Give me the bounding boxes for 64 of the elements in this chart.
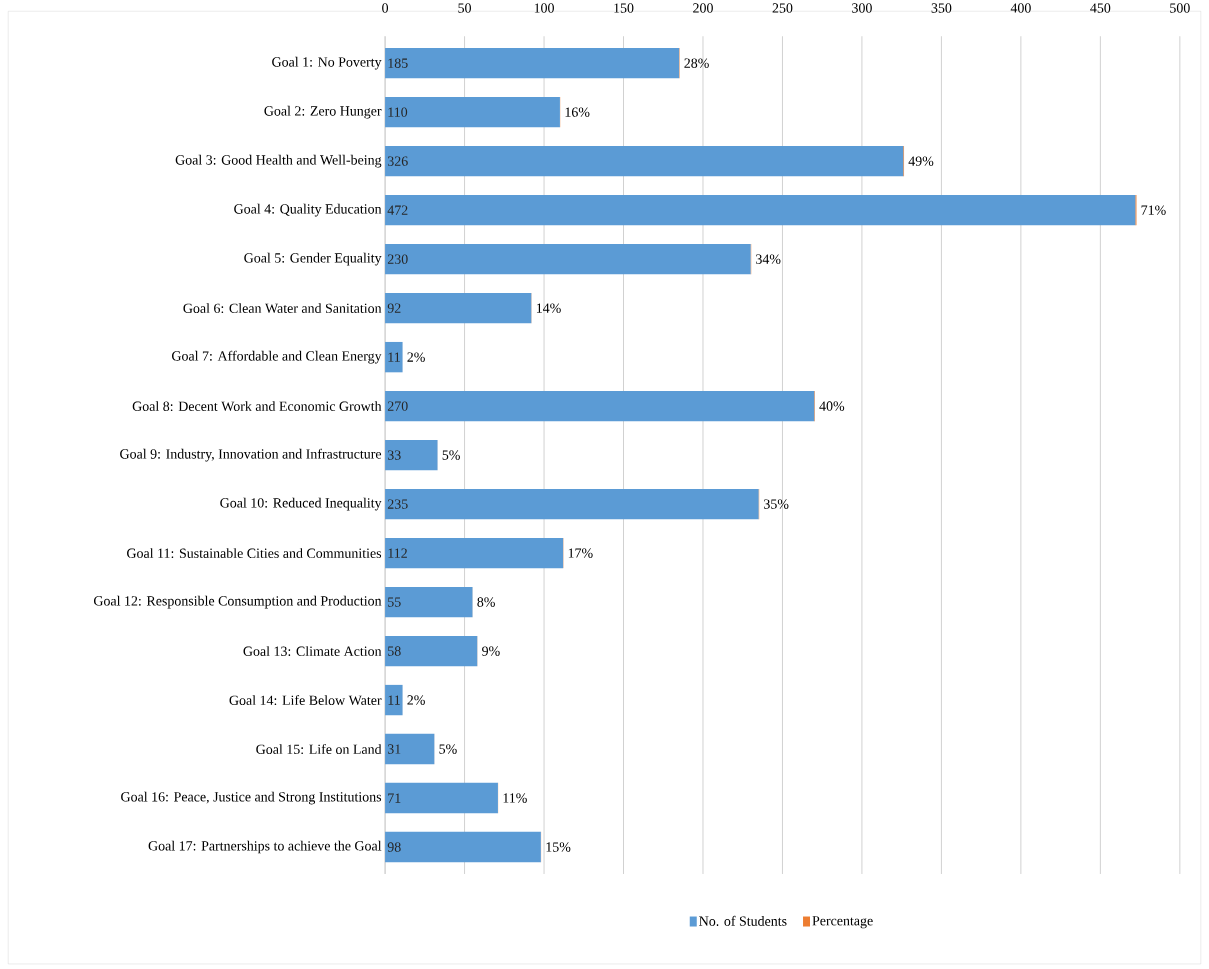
data-label: 34% bbox=[756, 254, 781, 264]
legend-label: Percentage bbox=[812, 916, 873, 929]
x-tick-label: 200 bbox=[693, 3, 713, 13]
data-label: 17% bbox=[568, 548, 593, 558]
data-label: 8% bbox=[477, 597, 495, 607]
y-tick-label: Goal 12: Responsible Consumption and Production bbox=[93, 595, 382, 609]
data-label: 2% bbox=[407, 352, 425, 362]
data-label: 472 bbox=[387, 205, 408, 215]
y-tick-label: Goal 5: Gender Equality bbox=[244, 252, 382, 266]
data-label: 31 bbox=[387, 744, 401, 754]
data-label: 40% bbox=[819, 401, 845, 411]
x-tick-label: 450 bbox=[1090, 3, 1111, 13]
data-label: 14% bbox=[536, 303, 561, 313]
data-label: 71 bbox=[388, 793, 401, 803]
data-label: 58 bbox=[388, 646, 401, 656]
y-tick-label: Goal 2: Zero Hunger bbox=[264, 105, 382, 119]
x-tick-label: 350 bbox=[931, 3, 952, 13]
x-tick-label: 400 bbox=[1010, 3, 1031, 13]
data-label: 33 bbox=[387, 450, 401, 460]
data-label: 11% bbox=[503, 793, 527, 803]
data-label: 110 bbox=[388, 107, 408, 117]
y-tick-label: Goal 16: Peace, Justice and Strong Institutions bbox=[121, 791, 382, 805]
data-label: 11 bbox=[388, 695, 400, 705]
data-label: 92 bbox=[387, 303, 401, 313]
data-label: 326 bbox=[387, 156, 408, 166]
data-label: 35% bbox=[764, 499, 789, 509]
data-label: 55 bbox=[388, 597, 401, 607]
x-tick-label: 0 bbox=[382, 3, 389, 13]
y-tick-label: Goal 10: Reduced Inequality bbox=[220, 497, 382, 511]
data-label: 185 bbox=[388, 58, 408, 68]
y-tick-label: Goal 17: Partnerships to achieve the Goal bbox=[148, 840, 382, 854]
data-label: 2% bbox=[407, 695, 425, 705]
x-tick-label: 100 bbox=[534, 3, 554, 13]
y-tick-label: Goal 8: Decent Work and Economic Growth bbox=[132, 401, 382, 412]
x-tick-label: 50 bbox=[458, 3, 471, 13]
y-tick-label: Goal 14: Life Below Water bbox=[229, 694, 382, 706]
y-tick-label: Goal 7: Affordable and Clean Energy bbox=[172, 350, 382, 364]
data-label: 270 bbox=[387, 401, 408, 411]
data-label: 16% bbox=[565, 107, 590, 117]
data-label: 5% bbox=[439, 744, 457, 754]
data-label: 71% bbox=[1141, 205, 1166, 215]
data-label: 5% bbox=[442, 450, 460, 460]
y-tick-label: Goal 9: Industry, Innovation and Infrastructure bbox=[120, 448, 382, 462]
data-label: 235 bbox=[387, 499, 408, 509]
x-tick-label: 500 bbox=[1170, 3, 1190, 13]
data-label: 28% bbox=[684, 58, 709, 68]
x-tick-label: 300 bbox=[852, 3, 872, 13]
x-tick-label: 250 bbox=[772, 3, 793, 13]
data-label: 15% bbox=[546, 842, 571, 852]
y-tick-label: Goal 1: No Poverty bbox=[272, 56, 382, 70]
data-label: 11 bbox=[388, 352, 400, 362]
data-label: 9% bbox=[482, 646, 500, 656]
data-label: 112 bbox=[388, 548, 407, 558]
y-tick-label: Goal 4: Quality Education bbox=[234, 203, 382, 217]
y-tick-label: Goal 6: Clean Water and Sanitation bbox=[183, 303, 382, 314]
data-label: 49% bbox=[908, 156, 934, 166]
data-label: 98 bbox=[387, 842, 401, 852]
x-tick-label: 150 bbox=[614, 3, 634, 13]
y-tick-label: Goal 11: Sustainable Cities and Communities bbox=[127, 548, 382, 558]
y-tick-label: Goal 13: Climate Action bbox=[243, 646, 382, 656]
data-label: 230 bbox=[387, 254, 408, 264]
y-tick-label: Goal 15: Life on Land bbox=[256, 743, 382, 755]
y-tick-label: Goal 3: Good Health and Well-being bbox=[175, 154, 382, 168]
legend-label: No. of Students bbox=[699, 915, 787, 926]
